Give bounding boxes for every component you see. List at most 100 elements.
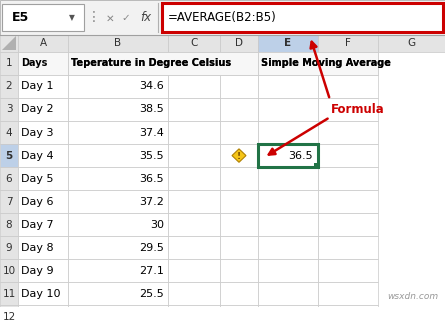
Text: fx: fx <box>141 11 152 24</box>
Bar <box>68 35 168 52</box>
Bar <box>258 144 318 167</box>
Text: wsxdn.com: wsxdn.com <box>387 292 438 300</box>
Bar <box>0 282 18 305</box>
Text: =AVERAGE(B2:B5): =AVERAGE(B2:B5) <box>168 11 277 24</box>
Bar <box>318 144 378 167</box>
Text: ▼: ▼ <box>69 13 75 22</box>
Text: 37.2: 37.2 <box>139 197 164 207</box>
Bar <box>220 305 258 320</box>
Bar <box>2 4 84 31</box>
Text: Teperature in Degree Celsius: Teperature in Degree Celsius <box>71 58 231 68</box>
Bar <box>18 121 68 144</box>
Bar <box>318 52 378 75</box>
Bar <box>318 98 378 121</box>
Bar <box>68 52 258 75</box>
Bar <box>220 259 258 282</box>
Bar <box>258 52 378 75</box>
Text: E: E <box>284 38 291 48</box>
Text: Formula: Formula <box>331 103 385 116</box>
Bar <box>318 305 378 320</box>
Bar <box>0 144 18 167</box>
Bar <box>68 213 168 236</box>
Text: 1: 1 <box>6 58 12 68</box>
Bar <box>18 98 68 121</box>
Bar <box>18 213 68 236</box>
Text: Days: Days <box>21 58 47 68</box>
Bar <box>314 163 318 167</box>
Bar <box>258 282 318 305</box>
Bar <box>220 52 258 75</box>
Bar <box>220 190 258 213</box>
Bar <box>18 282 68 305</box>
Text: 7: 7 <box>6 197 12 207</box>
Bar <box>168 190 220 213</box>
Text: Day 4: Day 4 <box>21 151 54 161</box>
Bar <box>168 236 220 259</box>
Bar <box>168 305 220 320</box>
Bar <box>18 190 68 213</box>
Text: !: ! <box>237 152 241 161</box>
Text: Day 1: Day 1 <box>21 81 53 92</box>
Text: F: F <box>345 38 351 48</box>
Text: 6: 6 <box>6 174 12 184</box>
Bar <box>220 75 258 98</box>
Bar <box>168 282 220 305</box>
Bar <box>318 190 378 213</box>
Bar <box>18 144 68 167</box>
Text: 12: 12 <box>2 312 16 320</box>
Bar <box>162 3 443 32</box>
Text: 8: 8 <box>6 220 12 230</box>
Bar <box>18 236 68 259</box>
Text: D: D <box>235 38 243 48</box>
Bar <box>168 213 220 236</box>
Bar <box>68 259 168 282</box>
Bar <box>18 167 68 190</box>
Text: Day 7: Day 7 <box>21 220 54 230</box>
Bar <box>0 52 18 75</box>
Bar <box>220 121 258 144</box>
Bar <box>318 282 378 305</box>
Bar <box>0 305 18 320</box>
Text: A: A <box>40 38 47 48</box>
Text: 3: 3 <box>6 104 12 115</box>
Bar <box>258 121 318 144</box>
Text: Day 3: Day 3 <box>21 128 53 138</box>
Bar <box>68 305 168 320</box>
Text: 29.5: 29.5 <box>139 243 164 253</box>
Polygon shape <box>232 149 246 162</box>
Bar <box>258 213 318 236</box>
Bar <box>318 236 378 259</box>
Bar <box>0 167 18 190</box>
Text: Day 10: Day 10 <box>21 289 61 299</box>
Text: ✓: ✓ <box>121 13 130 23</box>
Bar <box>68 75 168 98</box>
Bar <box>258 52 318 75</box>
Bar <box>318 121 378 144</box>
Bar <box>258 236 318 259</box>
Bar <box>220 144 258 167</box>
Text: 10: 10 <box>2 266 16 276</box>
Text: Day 9: Day 9 <box>21 266 54 276</box>
Text: Day 8: Day 8 <box>21 243 54 253</box>
Bar <box>258 98 318 121</box>
Text: 36.5: 36.5 <box>289 151 314 161</box>
Text: Day 5: Day 5 <box>21 174 53 184</box>
Bar <box>168 75 220 98</box>
Bar <box>18 259 68 282</box>
Bar <box>168 98 220 121</box>
Bar <box>68 98 168 121</box>
Bar <box>168 121 220 144</box>
Bar <box>258 167 318 190</box>
Text: 36.5: 36.5 <box>139 174 164 184</box>
Bar <box>68 236 168 259</box>
Text: 35.5: 35.5 <box>139 151 164 161</box>
Bar <box>0 259 18 282</box>
Bar <box>258 305 318 320</box>
Text: ✕: ✕ <box>105 13 114 23</box>
Text: 37.4: 37.4 <box>139 128 164 138</box>
Bar <box>0 35 18 52</box>
Bar <box>68 121 168 144</box>
Bar <box>258 35 318 52</box>
Bar <box>258 190 318 213</box>
Bar <box>168 35 220 52</box>
